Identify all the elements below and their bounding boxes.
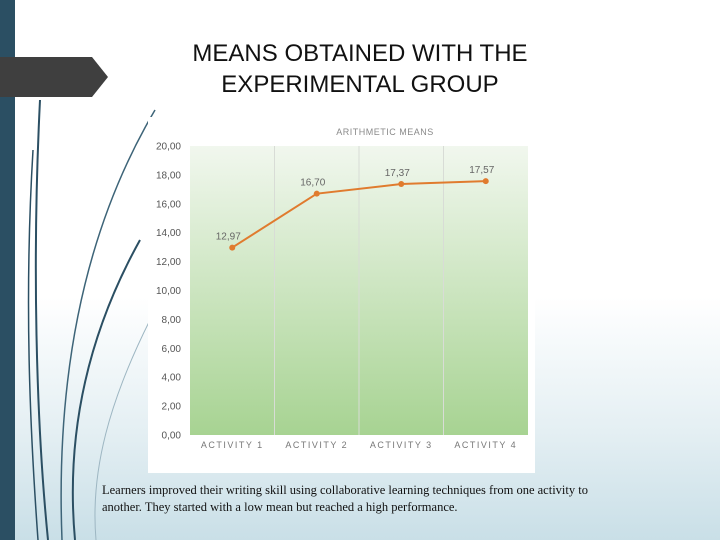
y-tick-label: 18,00 bbox=[156, 170, 181, 181]
y-tick-label: 14,00 bbox=[156, 228, 181, 239]
data-point bbox=[314, 191, 320, 197]
slide-title: MEANS OBTAINED WITH THE EXPERIMENTAL GRO… bbox=[110, 38, 610, 100]
data-label: 17,57 bbox=[469, 165, 494, 176]
data-point bbox=[229, 245, 235, 251]
y-tick-label: 6,00 bbox=[162, 344, 182, 355]
x-tick-label: ACTIVITY 3 bbox=[370, 440, 433, 450]
y-tick-label: 0,00 bbox=[162, 431, 182, 442]
x-tick-label: ACTIVITY 2 bbox=[285, 440, 348, 450]
y-tick-label: 2,00 bbox=[162, 402, 182, 413]
y-tick-label: 16,00 bbox=[156, 199, 181, 210]
slide-caption: Learners improved their writing skill us… bbox=[102, 482, 602, 516]
title-tab-marker bbox=[0, 57, 108, 97]
y-tick-label: 12,00 bbox=[156, 257, 181, 268]
chart-frame: ARITHMETIC MEANS 0,00 2,00 4,00 6,00 8,00 10,… bbox=[148, 117, 535, 473]
x-tick-label: ACTIVITY 4 bbox=[454, 440, 517, 450]
y-tick-label: 20,00 bbox=[156, 142, 181, 153]
data-point bbox=[483, 178, 489, 184]
data-label: 17,37 bbox=[385, 168, 410, 179]
y-tick-label: 8,00 bbox=[162, 315, 182, 326]
y-tick-label: 10,00 bbox=[156, 286, 181, 297]
chart-title: ARITHMETIC MEANS bbox=[336, 127, 434, 137]
data-label: 16,70 bbox=[300, 178, 325, 189]
x-tick-label: ACTIVITY 1 bbox=[201, 440, 264, 450]
data-point bbox=[398, 181, 404, 187]
line-chart: ARITHMETIC MEANS 0,00 2,00 4,00 6,00 8,00 10,… bbox=[148, 117, 535, 473]
data-label: 12,97 bbox=[216, 232, 241, 243]
y-tick-label: 4,00 bbox=[162, 373, 182, 384]
